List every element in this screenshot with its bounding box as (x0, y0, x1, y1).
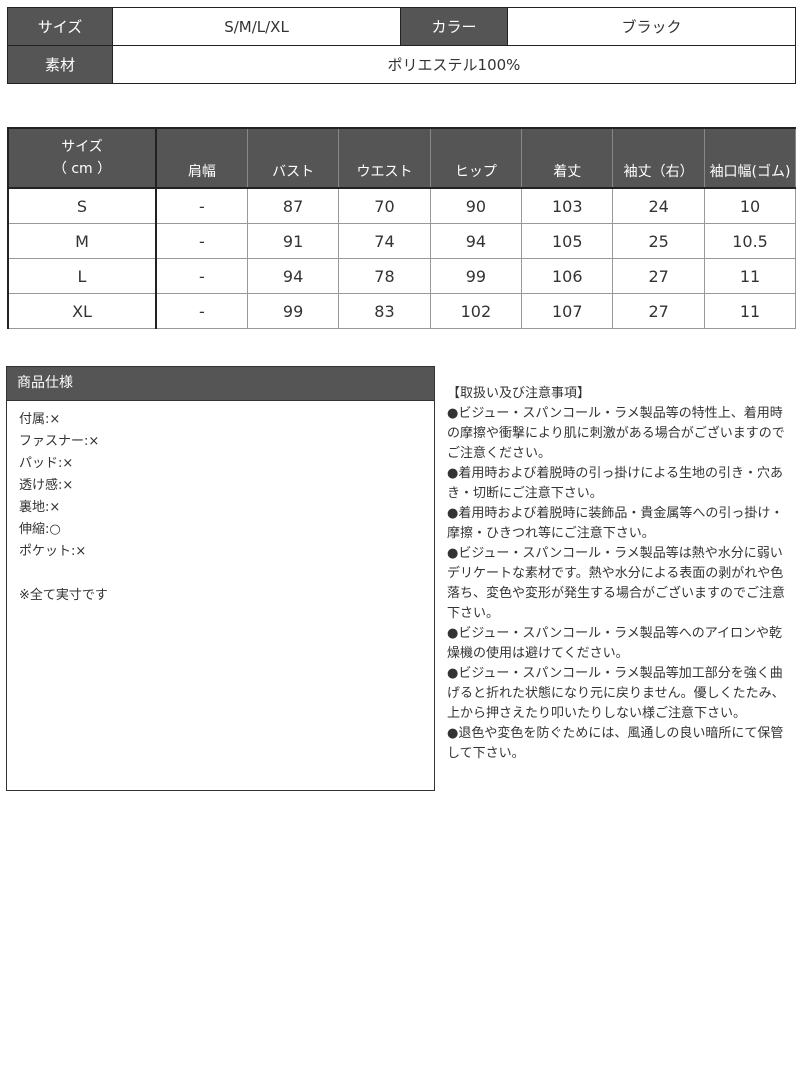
measurement-cell: 94 (429, 223, 523, 259)
product-spec-box: 商品仕様 付属:× ファスナー:× パッド:× 透け感:× 裏地:× 伸縮:○ ポケット:×… (6, 366, 435, 791)
measurement-cell: 11 (703, 258, 797, 294)
spec-item: ポケット:× (19, 544, 87, 559)
care-title: 【取扱い及び注意事項】 (447, 386, 591, 401)
size-label: サイズ (7, 7, 113, 46)
size-table: サイズ （ cm ） 肩幅 バスト ウエスト ヒップ 着丈 袖丈（右） 袖口幅(ゴム) S-… (7, 127, 797, 329)
measurement-cell: 27 (612, 293, 705, 329)
header-col: ヒップ (429, 127, 523, 189)
measurement-cell: 78 (338, 258, 431, 294)
measurement-cell: 83 (338, 293, 431, 329)
measurement-cell: 24 (612, 187, 705, 224)
measurement-cell: - (155, 293, 248, 329)
table-row: M -91 74 94 105 25 10.5 (7, 223, 797, 259)
spec-item: ファスナー:× (19, 434, 100, 449)
size-cell: XL (7, 293, 157, 329)
care-item: ●ビジュー・スパンコール・ラメ製品等へのアイロンや乾燥機の使用は避けてください。 (447, 626, 783, 661)
size-table-header: サイズ （ cm ） 肩幅 バスト ウエスト ヒップ 着丈 袖丈（右） 袖口幅(ゴム) (7, 127, 797, 189)
measurement-cell: 107 (521, 293, 614, 329)
care-item: ●着用時および着脱時の引っ掛けによる生地の引き・穴あき・切断にご注意下さい。 (447, 466, 783, 501)
table-row: L -94 78 99 106 27 11 (7, 258, 797, 294)
measurement-cell: - (155, 223, 248, 259)
measurement-cell: - (155, 187, 248, 224)
measurement-cell: 10 (703, 187, 797, 224)
product-spec-title: 商品仕様 (7, 367, 434, 401)
spec-row-size-color: サイズ S/M/L/XL カラー ブラック (7, 7, 796, 46)
measurement-cell: 102 (429, 293, 523, 329)
material-label: 素材 (7, 45, 113, 84)
spec-item: 透け感:× (19, 478, 74, 493)
measurement-cell: 74 (338, 223, 431, 259)
measurement-cell: 94 (246, 258, 340, 294)
color-label: カラー (400, 7, 508, 46)
size-cell: S (7, 187, 157, 224)
header-size: サイズ （ cm ） (7, 127, 157, 189)
product-spec-list: 付属:× ファスナー:× パッド:× 透け感:× 裏地:× 伸縮:○ ポケット:× ※全て実寸… (7, 401, 434, 607)
header-col: 着丈 (521, 127, 614, 189)
header-size-line2: （ cm ） (52, 161, 112, 177)
measurement-cell: 99 (429, 258, 523, 294)
measurement-note: ※全て実寸です (19, 588, 108, 603)
size-cell: L (7, 258, 157, 294)
spec-item: パッド:× (19, 456, 74, 471)
size-value: S/M/L/XL (112, 7, 401, 46)
care-item: ●ビジュー・スパンコール・ラメ製品等の特性上、着用時の摩擦や衝撃により肌に刺激が… (447, 406, 785, 461)
table-row: S -87 70 90 103 24 10 (7, 187, 797, 224)
measurement-cell: 103 (521, 187, 614, 224)
care-item: ●退色や変色を防ぐためには、風通しの良い暗所にて保管して下さい。 (447, 726, 784, 761)
spec-item: 裏地:× (19, 500, 61, 515)
measurement-cell: 70 (338, 187, 431, 224)
table-row: XL -99 83 102 107 27 11 (7, 293, 797, 329)
measurement-cell: 11 (703, 293, 797, 329)
measurement-cell: 87 (246, 187, 340, 224)
care-item: ●ビジュー・スパンコール・ラメ製品等は熱や水分に弱いデリケートな素材です。熱や水… (447, 546, 786, 621)
measurement-cell: - (155, 258, 248, 294)
header-col: ウエスト (338, 127, 431, 189)
measurement-cell: 106 (521, 258, 614, 294)
care-instructions: 【取扱い及び注意事項】 ●ビジュー・スパンコール・ラメ製品等の特性上、着用時の摩… (447, 384, 793, 764)
spec-item: 伸縮:○ (19, 522, 61, 537)
header-col: 袖口幅(ゴム) (703, 127, 797, 189)
material-value: ポリエステル100% (112, 45, 796, 84)
color-value: ブラック (507, 7, 796, 46)
care-item: ●着用時および着脱時に装飾品・貴金属等への引っ掛け・摩擦・ひきつれ等にご注意下さ… (447, 506, 784, 541)
measurement-cell: 105 (521, 223, 614, 259)
measurement-cell: 91 (246, 223, 340, 259)
header-col: 袖丈（右） (612, 127, 705, 189)
spec-item: 付属:× (19, 412, 61, 427)
measurement-cell: 25 (612, 223, 705, 259)
measurement-cell: 99 (246, 293, 340, 329)
care-item: ●ビジュー・スパンコール・ラメ製品等加工部分を強く曲げると折れた状態になり元に戻… (447, 666, 785, 721)
header-col: 肩幅 (155, 127, 248, 189)
spec-table: サイズ S/M/L/XL カラー ブラック 素材 ポリエステル100% (7, 7, 796, 84)
measurement-cell: 90 (429, 187, 523, 224)
size-cell: M (7, 223, 157, 259)
header-size-line1: サイズ (61, 139, 103, 155)
measurement-cell: 10.5 (703, 223, 797, 259)
measurement-cell: 27 (612, 258, 705, 294)
header-col: バスト (246, 127, 340, 189)
spec-row-material: 素材 ポリエステル100% (7, 45, 796, 84)
